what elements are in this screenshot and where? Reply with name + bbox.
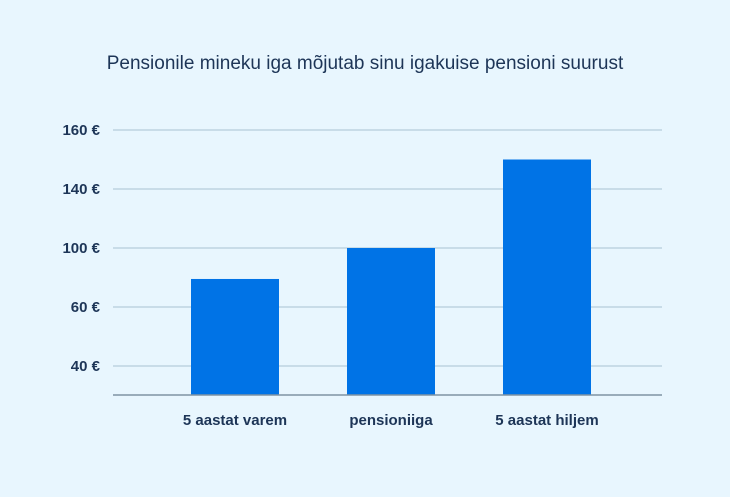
y-tick-label: 160 €: [62, 122, 100, 139]
x-tick-label: pensioniiga: [349, 412, 433, 429]
bars: [191, 159, 591, 395]
x-axis-ticks: 5 aastat varem pensioniiga 5 aastat hiljem: [183, 412, 599, 429]
y-tick-label: 140 €: [62, 181, 100, 198]
bar: [347, 248, 435, 395]
x-tick-label: 5 aastat hiljem: [495, 412, 598, 429]
bar: [191, 278, 279, 395]
chart-title: Pensionile mineku iga mõjutab sinu igaku…: [107, 53, 624, 74]
y-tick-label: 100 €: [62, 240, 100, 257]
x-tick-label: 5 aastat varem: [183, 412, 287, 429]
y-axis-ticks: 160 € 140 € 100 € 60 € 40 €: [62, 122, 100, 375]
y-tick-label: 40 €: [71, 358, 101, 375]
y-tick-label: 60 €: [71, 299, 101, 316]
bar: [503, 159, 591, 395]
